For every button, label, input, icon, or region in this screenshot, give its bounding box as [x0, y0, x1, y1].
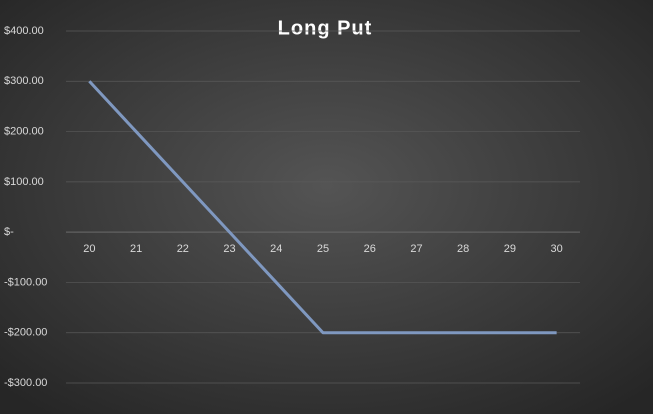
x-tick-label: 24 [270, 243, 282, 255]
chart-title: Long Put [278, 17, 373, 39]
x-tick-label: 20 [83, 243, 95, 255]
y-tick-label: -$200.00 [4, 327, 47, 339]
y-tick-label: $- [4, 226, 14, 238]
x-tick-label: 27 [410, 243, 422, 255]
y-tick-label: $400.00 [4, 25, 44, 37]
x-tick-label: 25 [317, 243, 329, 255]
x-tick-label: 23 [223, 243, 235, 255]
x-tick-label: 30 [551, 243, 563, 255]
y-tick-label: $300.00 [4, 75, 44, 87]
x-tick-label: 22 [177, 243, 189, 255]
y-tick-label: -$300.00 [4, 377, 47, 389]
y-tick-label: -$100.00 [4, 276, 47, 288]
x-tick-label: 21 [130, 243, 142, 255]
x-tick-label: 28 [457, 243, 469, 255]
x-tick-label: 26 [364, 243, 376, 255]
series-line [88, 80, 557, 335]
x-tick-label: 29 [504, 243, 516, 255]
y-tick-label: $100.00 [4, 176, 44, 188]
y-tick-label: $200.00 [4, 125, 44, 137]
